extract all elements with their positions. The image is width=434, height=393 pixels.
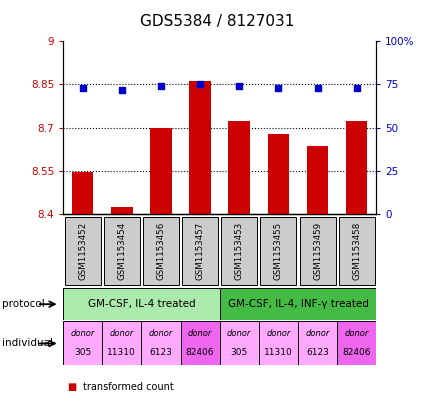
Point [157,83,164,89]
Text: ■: ■ [67,382,76,392]
Point [79,85,86,91]
Text: GSM1153457: GSM1153457 [195,222,204,280]
Text: GSM1153454: GSM1153454 [117,222,126,280]
Text: GSM1153459: GSM1153459 [312,222,321,280]
Bar [267,134,289,214]
Bar [306,145,328,214]
Text: donor: donor [344,329,368,338]
Point [196,81,203,88]
Point [118,86,125,93]
Text: 6123: 6123 [149,348,172,357]
Text: GSM1153452: GSM1153452 [78,222,87,280]
Text: GSM1153455: GSM1153455 [273,222,282,280]
Text: GSM1153456: GSM1153456 [156,222,165,280]
Text: 82406: 82406 [342,348,370,357]
Text: donor: donor [227,329,251,338]
Text: GM-CSF, IL-4, INF-γ treated: GM-CSF, IL-4, INF-γ treated [227,299,368,309]
Point [235,83,242,89]
Text: donor: donor [70,329,95,338]
Text: GM-CSF, IL-4 treated: GM-CSF, IL-4 treated [87,299,195,309]
Text: 305: 305 [230,348,247,357]
Text: 11310: 11310 [107,348,136,357]
Bar [189,81,210,214]
Point [313,85,320,91]
Text: individual: individual [2,338,53,349]
Text: 82406: 82406 [185,348,214,357]
Bar [111,207,132,214]
Bar [228,121,250,214]
Text: donor: donor [305,329,329,338]
Text: donor: donor [187,329,212,338]
Text: 11310: 11310 [263,348,292,357]
Text: donor: donor [148,329,173,338]
Text: GSM1153453: GSM1153453 [234,222,243,280]
Text: GDS5384 / 8127031: GDS5384 / 8127031 [140,14,294,29]
Text: 6123: 6123 [306,348,328,357]
Point [274,85,281,91]
Text: donor: donor [109,329,134,338]
Text: protocol: protocol [2,299,45,309]
Bar [345,121,367,214]
Bar [72,171,93,214]
Text: transformed count: transformed count [82,382,173,392]
Bar [150,128,171,214]
Point [352,85,359,91]
Text: donor: donor [266,329,290,338]
Text: 305: 305 [74,348,91,357]
Text: GSM1153458: GSM1153458 [352,222,360,280]
